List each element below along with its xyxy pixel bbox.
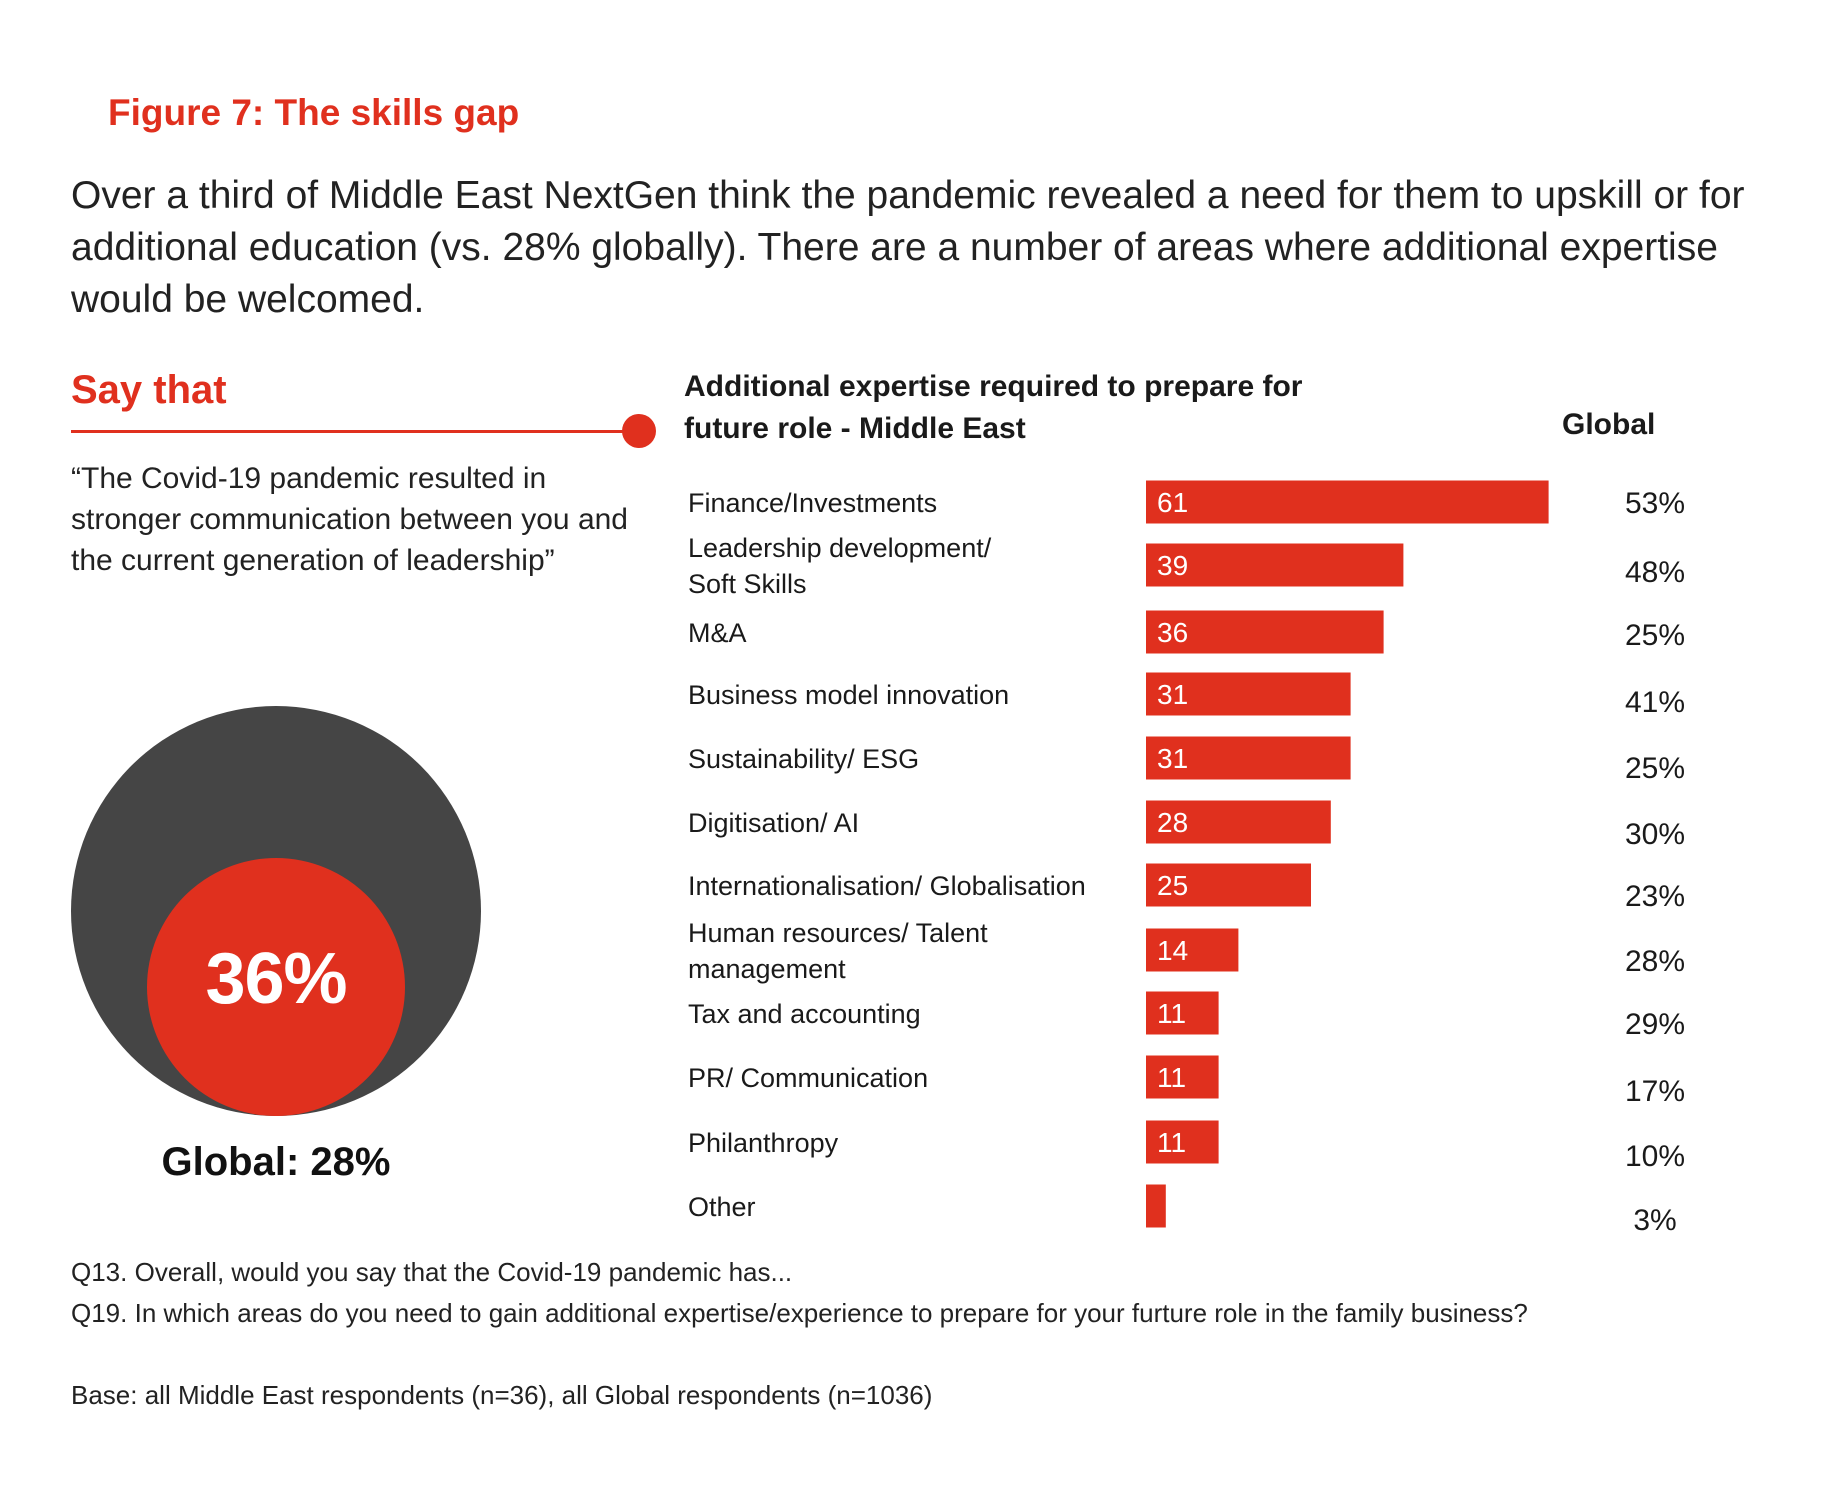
category-label: Digitisation/ AI xyxy=(688,808,859,838)
footnote-base: Base: all Middle East respondents (n=36)… xyxy=(71,1380,933,1410)
bar xyxy=(1146,480,1549,524)
middle-east-value: 36% xyxy=(205,939,347,1019)
bar-value-label: 39 xyxy=(1157,550,1188,581)
say-that-rule-dot xyxy=(622,414,656,448)
category-label: management xyxy=(688,954,846,984)
bar xyxy=(1146,863,1311,907)
bar-value-label: 36 xyxy=(1157,617,1188,648)
category-label: Finance/Investments xyxy=(688,488,937,518)
global-value-label: 53% xyxy=(1625,487,1685,520)
global-value-label: 23% xyxy=(1625,880,1685,913)
footnote-q13: Q13. Overall, would you say that the Cov… xyxy=(71,1257,793,1287)
bar xyxy=(1146,672,1351,716)
bar-value-label: 28 xyxy=(1157,807,1188,838)
bar xyxy=(1146,928,1239,972)
footnote-q19: Q19. In which areas do you need to gain … xyxy=(71,1298,1528,1328)
global-value-label: Global: 28% xyxy=(161,1140,391,1184)
say-that-quote: “The Covid-19 pandemic resulted in stron… xyxy=(71,462,628,577)
global-value-label: 25% xyxy=(1625,619,1685,652)
bar-value-label: 11 xyxy=(1157,998,1186,1029)
global-value-label: 30% xyxy=(1625,818,1685,851)
category-label: Tax and accounting xyxy=(688,999,921,1029)
figure-title: Figure 7: The skills gap xyxy=(108,92,520,133)
global-value-label: 28% xyxy=(1625,945,1685,978)
category-label: Sustainability/ ESG xyxy=(688,744,919,774)
category-label: Philanthropy xyxy=(688,1128,839,1158)
intro-text: Over a third of Middle East NextGen thin… xyxy=(71,174,1745,321)
bar-value-label: 61 xyxy=(1157,487,1188,518)
bar xyxy=(1146,1184,1166,1228)
category-label: Leadership development/ xyxy=(688,533,992,563)
category-label: Soft Skills xyxy=(688,569,807,599)
global-value-label: 48% xyxy=(1625,556,1685,589)
global-value-label: 10% xyxy=(1625,1140,1685,1173)
bar xyxy=(1146,736,1351,780)
category-label: Internationalisation/ Globalisation xyxy=(688,871,1086,901)
category-label: Other xyxy=(688,1192,756,1222)
bar-value-label: 11 xyxy=(1157,1127,1186,1158)
global-value-label: 29% xyxy=(1625,1008,1685,1041)
global-value-label: 17% xyxy=(1625,1075,1685,1108)
bar xyxy=(1146,1055,1219,1099)
bar xyxy=(1146,610,1384,654)
bar xyxy=(1146,543,1404,587)
bar xyxy=(1146,991,1219,1035)
category-label: M&A xyxy=(688,618,747,648)
bar-value-label: 14 xyxy=(1157,935,1188,966)
global-value-label: 3% xyxy=(1633,1204,1676,1237)
bar-value-label: 31 xyxy=(1157,743,1188,774)
category-label: Human resources/ Talent xyxy=(688,918,988,948)
chart-title: Additional expertise required to prepare… xyxy=(684,370,1303,445)
category-label: Business model innovation xyxy=(688,680,1009,710)
global-value-label: 25% xyxy=(1625,752,1685,785)
category-label: PR/ Communication xyxy=(688,1063,928,1093)
global-column-header: Global xyxy=(1562,408,1656,441)
global-value-label: 41% xyxy=(1625,686,1685,719)
bar-value-label: 31 xyxy=(1157,679,1188,710)
bar xyxy=(1146,800,1331,844)
bar xyxy=(1146,1120,1219,1164)
bar-value-label: 11 xyxy=(1157,1062,1186,1093)
say-that-heading: Say that xyxy=(71,368,227,412)
say-that-rule xyxy=(71,430,631,433)
bar-value-label: 25 xyxy=(1157,870,1188,901)
middle-east-circle xyxy=(147,858,405,1116)
